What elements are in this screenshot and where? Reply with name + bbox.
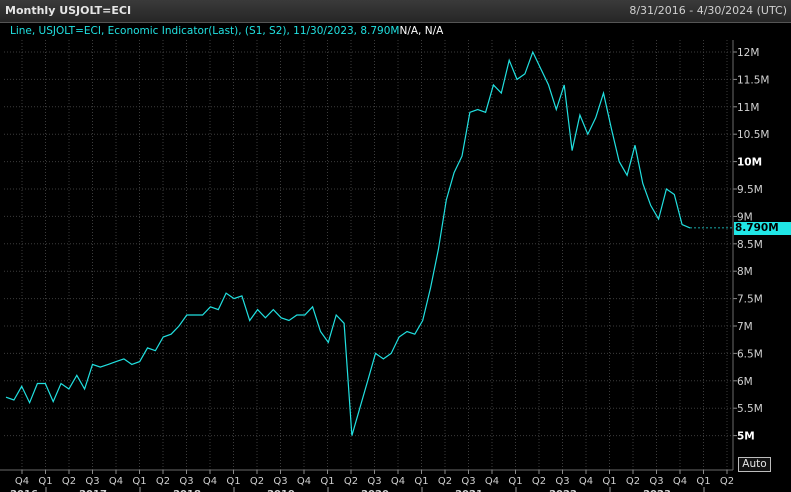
y-tick-label: 11.5M: [737, 74, 769, 86]
x-tick-label: Q4: [109, 476, 123, 487]
x-year-label: 2016: [10, 489, 38, 492]
x-tick-label: Q2: [626, 476, 640, 487]
x-tick-label: Q2: [532, 476, 546, 487]
x-year-label: 2017: [79, 489, 107, 492]
x-tick-label: Q3: [461, 476, 475, 487]
x-tick-label: Q2: [62, 476, 76, 487]
series-line[interactable]: [5, 50, 691, 436]
x-tick-label: Q2: [344, 476, 358, 487]
x-year-label: 2021: [455, 489, 483, 492]
x-tick-label: Q2: [250, 476, 264, 487]
y-tick-label: 10M: [737, 157, 762, 169]
y-tick-label: 6.5M: [737, 348, 763, 360]
x-tick-label: Q3: [555, 476, 569, 487]
x-tick-label: Q1: [696, 476, 710, 487]
grid-lines: [4, 40, 733, 470]
legend-na: N/A, N/A: [399, 25, 444, 37]
x-tick-label: Q1: [38, 476, 52, 487]
x-tick-label: Q4: [297, 476, 311, 487]
x-axis: Q4 Q1 Q2 Q3 Q4 Q1 Q2 Q3 Q4 Q1 Q2 Q3 Q4 Q1 Q2 Q3 Q4 Q1 Q2 Q3…: [0, 469, 734, 492]
x-tick-label: Q4: [391, 476, 405, 487]
x-tick-label: Q4: [579, 476, 593, 487]
y-tick-label: 7.5M: [737, 294, 763, 306]
x-tick-label: Q1: [132, 476, 146, 487]
date-range[interactable]: 8/31/2016 - 4/30/2024 (UTC): [629, 4, 787, 17]
series-legend[interactable]: Line, USJOLT=ECI, Economic Indicator(Las…: [10, 25, 443, 37]
y-tick-label: 10.5M: [737, 129, 769, 141]
y-tick-label: 6M: [737, 376, 753, 388]
y-tick-label: 5M: [737, 431, 755, 443]
series-group: [5, 50, 733, 436]
x-tick-label: Q1: [414, 476, 428, 487]
x-tick-label: Q4: [15, 476, 29, 487]
x-year-label: 2019: [267, 489, 295, 492]
y-tick-label: 7M: [737, 321, 753, 333]
x-tick-label: Q1: [226, 476, 240, 487]
chart-title: Monthly USJOLT=ECI: [5, 4, 132, 17]
x-year-label: 2020: [361, 489, 389, 492]
x-year-label: 2023: [643, 489, 671, 492]
x-tick-label: Q4: [673, 476, 687, 487]
y-tick-label: 9M: [737, 211, 753, 223]
y-tick-label: 12M: [737, 47, 759, 59]
title-bar: Monthly USJOLT=ECI 8/31/2016 - 4/30/2024…: [0, 0, 791, 23]
x-tick-label: Q3: [179, 476, 193, 487]
x-tick-label: Q1: [508, 476, 522, 487]
x-tick-label: Q2: [438, 476, 452, 487]
y-tick-label: 9.5M: [737, 184, 763, 196]
y-tick-label: 8.5M: [737, 239, 763, 251]
x-tick-label: Q3: [367, 476, 381, 487]
x-tick-label: Q3: [273, 476, 287, 487]
last-value-label: 8.790M: [734, 222, 791, 235]
x-tick-label: Q1: [320, 476, 334, 487]
y-tick-label: 5.5M: [737, 403, 763, 415]
x-year-label: 2018: [173, 489, 201, 492]
x-tick-label: Q1: [602, 476, 616, 487]
x-tick-label: Q2: [720, 476, 734, 487]
x-tick-label: Q3: [649, 476, 663, 487]
x-tick-label: Q2: [156, 476, 170, 487]
y-tick-label: 8M: [737, 266, 753, 278]
x-year-label: 2022: [549, 489, 577, 492]
y-axis: 12M 11.5M 11M 10.5M 10M 9.5M 9M 8.5M 8M 7.5M 7M 6.5…: [732, 40, 769, 470]
x-tick-label: Q4: [203, 476, 217, 487]
x-tick-label: Q4: [485, 476, 499, 487]
auto-scale-button[interactable]: Auto: [738, 457, 771, 472]
x-tick-label: Q3: [85, 476, 99, 487]
y-tick-label: 11M: [737, 102, 759, 114]
legend-text: Line, USJOLT=ECI, Economic Indicator(Las…: [10, 25, 400, 37]
